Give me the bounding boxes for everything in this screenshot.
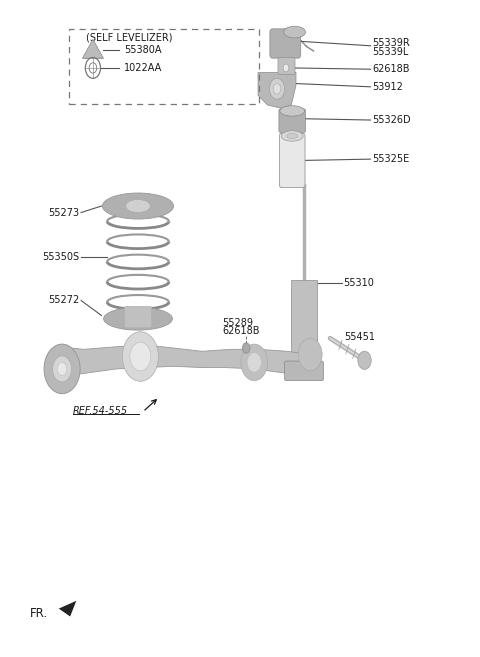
Text: 55310: 55310: [343, 278, 374, 288]
Circle shape: [247, 353, 261, 372]
Circle shape: [44, 344, 80, 394]
Circle shape: [280, 60, 292, 76]
Text: 55326D: 55326D: [372, 115, 410, 125]
Circle shape: [53, 356, 72, 382]
Text: REF.54-555: REF.54-555: [73, 405, 128, 416]
Circle shape: [57, 363, 67, 375]
Ellipse shape: [287, 133, 298, 139]
Text: 55339R: 55339R: [372, 38, 409, 48]
Polygon shape: [46, 345, 315, 382]
Text: 55350S: 55350S: [43, 252, 80, 262]
Text: 55289: 55289: [222, 319, 253, 328]
FancyBboxPatch shape: [124, 306, 152, 328]
Text: (SELF LEVELIZER): (SELF LEVELIZER): [86, 33, 172, 43]
Circle shape: [299, 338, 322, 371]
Ellipse shape: [126, 200, 150, 213]
Ellipse shape: [280, 106, 304, 116]
Polygon shape: [83, 39, 103, 58]
Text: 55325E: 55325E: [372, 154, 409, 164]
Circle shape: [358, 351, 371, 369]
FancyBboxPatch shape: [278, 58, 295, 74]
Circle shape: [283, 64, 289, 72]
Text: 55339L: 55339L: [372, 47, 408, 57]
Circle shape: [130, 342, 151, 371]
Circle shape: [273, 83, 281, 94]
Circle shape: [269, 78, 285, 99]
FancyBboxPatch shape: [291, 280, 317, 365]
Polygon shape: [59, 600, 76, 616]
Ellipse shape: [104, 307, 172, 330]
FancyBboxPatch shape: [279, 109, 305, 133]
Circle shape: [122, 332, 158, 381]
Text: 55273: 55273: [48, 208, 80, 217]
Circle shape: [241, 344, 267, 380]
FancyBboxPatch shape: [270, 29, 301, 58]
Ellipse shape: [102, 193, 174, 219]
Text: 62618B: 62618B: [372, 64, 409, 74]
Text: 62618B: 62618B: [222, 327, 260, 336]
Text: 55380A: 55380A: [124, 45, 161, 55]
Circle shape: [242, 343, 250, 353]
FancyBboxPatch shape: [279, 133, 305, 187]
Ellipse shape: [281, 131, 303, 141]
Text: 1022AA: 1022AA: [124, 63, 162, 73]
Ellipse shape: [284, 26, 305, 38]
Text: 55451: 55451: [344, 332, 375, 342]
Text: 55272: 55272: [48, 296, 80, 306]
FancyBboxPatch shape: [285, 361, 324, 380]
Text: FR.: FR.: [30, 606, 48, 620]
Polygon shape: [258, 72, 296, 108]
Text: 53912: 53912: [372, 82, 403, 92]
